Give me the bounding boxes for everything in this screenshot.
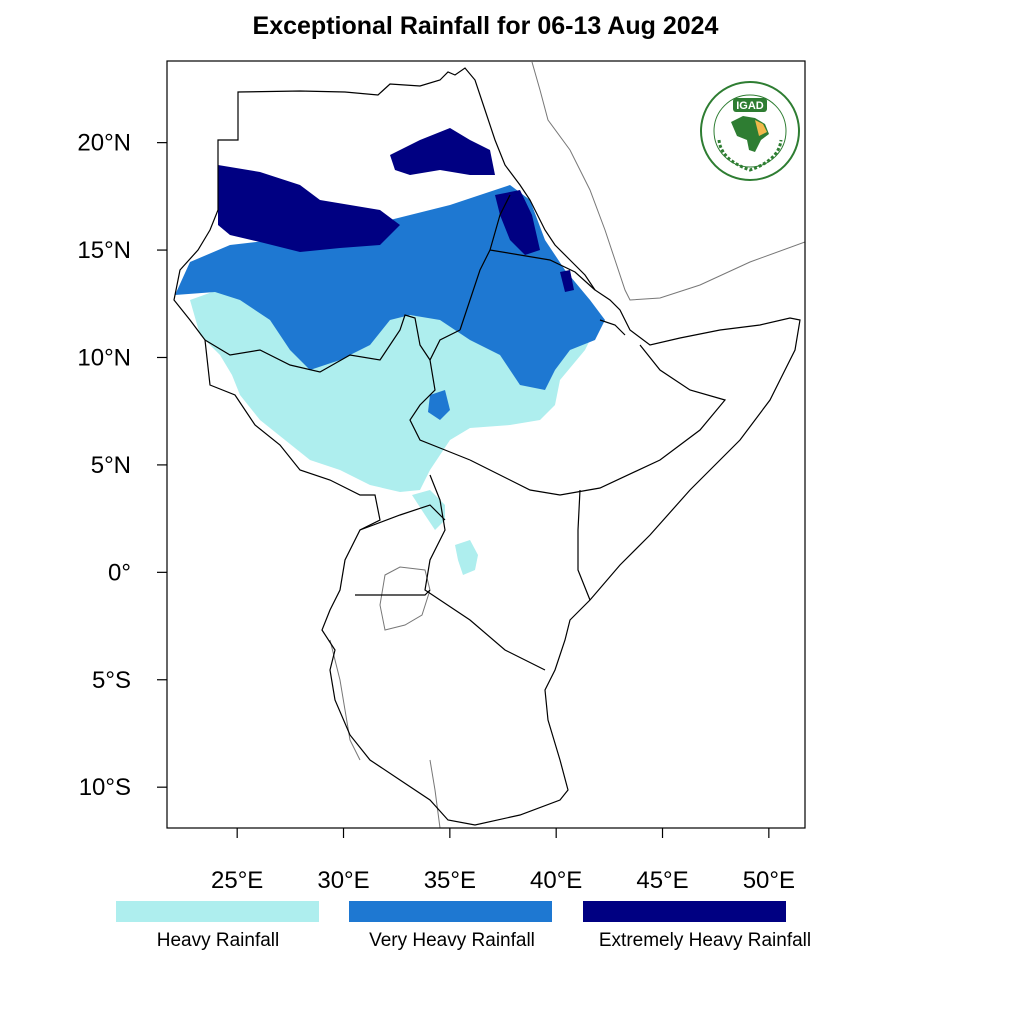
region-boundaries	[173, 67, 801, 826]
border-ethiopia-somalia	[469, 344, 727, 496]
border-eritrea	[489, 249, 596, 291]
heavy-rainfall-region-south	[455, 540, 478, 575]
legend-label-very-heavy: Very Heavy Rainfall	[369, 930, 535, 951]
very-heavy-rainfall-region	[428, 390, 450, 420]
border-kenya	[424, 474, 546, 671]
neighbour-coastlines	[329, 61, 805, 828]
latitude-axis: 20°N 15°N 10°N 5°N 0° 5°S 10°S	[77, 130, 167, 801]
lake-malawi	[429, 759, 441, 828]
igad-logo-text: IGAD	[736, 100, 764, 112]
lon-tick-label: 40°E	[530, 867, 582, 894]
border-kenya-somalia	[577, 489, 591, 601]
legend-swatch-extremely-heavy	[583, 901, 786, 922]
very-heavy-rainfall-region	[175, 185, 605, 390]
map-title: Exceptional Rainfall for 06-13 Aug 2024	[252, 12, 719, 40]
lat-tick-label: 10°N	[77, 344, 131, 371]
legend-swatch-very-heavy	[349, 901, 552, 922]
border-sudan-ethiopia	[459, 194, 511, 331]
arabian-coast	[531, 61, 805, 301]
extremely-heavy-rainfall-region	[218, 165, 400, 252]
lon-tick-label: 35°E	[424, 867, 476, 894]
igad-logo: IGAD	[700, 81, 800, 181]
lon-tick-label: 25°E	[211, 867, 263, 894]
rainfall-layer	[175, 128, 605, 575]
border-uganda-tanzania	[355, 589, 431, 596]
lon-tick-label: 30°E	[317, 867, 369, 894]
lake-tanganyika	[329, 639, 361, 761]
legend-swatch-heavy	[116, 901, 319, 922]
heavy-rainfall-region-south	[412, 490, 445, 530]
border-uganda	[359, 504, 446, 531]
lat-tick-label: 0°	[108, 559, 131, 586]
legend-label-heavy: Heavy Rainfall	[156, 930, 280, 951]
extremely-heavy-rainfall-region	[495, 190, 540, 255]
extremely-heavy-rainfall-region	[560, 270, 574, 292]
lon-tick-label: 50°E	[743, 867, 795, 894]
lat-tick-label: 5°S	[92, 667, 131, 694]
legend-label-extremely-heavy: Extremely Heavy Rainfall	[598, 930, 812, 951]
longitude-axis: 25°E 30°E 35°E 40°E 45°E 50°E	[211, 828, 795, 894]
region-outline	[173, 67, 801, 826]
plot-frame	[166, 60, 806, 829]
lat-tick-label: 10°S	[79, 774, 131, 801]
border-south-sudan-ethiopia	[409, 359, 471, 461]
lat-tick-label: 15°N	[77, 237, 131, 264]
lon-tick-label: 45°E	[636, 867, 688, 894]
border-sudan-south-sudan	[204, 314, 461, 373]
lat-tick-label: 5°N	[91, 452, 131, 479]
extremely-heavy-rainfall-region	[390, 128, 495, 175]
border-djibouti	[599, 319, 626, 336]
lat-tick-label: 20°N	[77, 130, 131, 157]
lake-victoria	[379, 566, 431, 631]
